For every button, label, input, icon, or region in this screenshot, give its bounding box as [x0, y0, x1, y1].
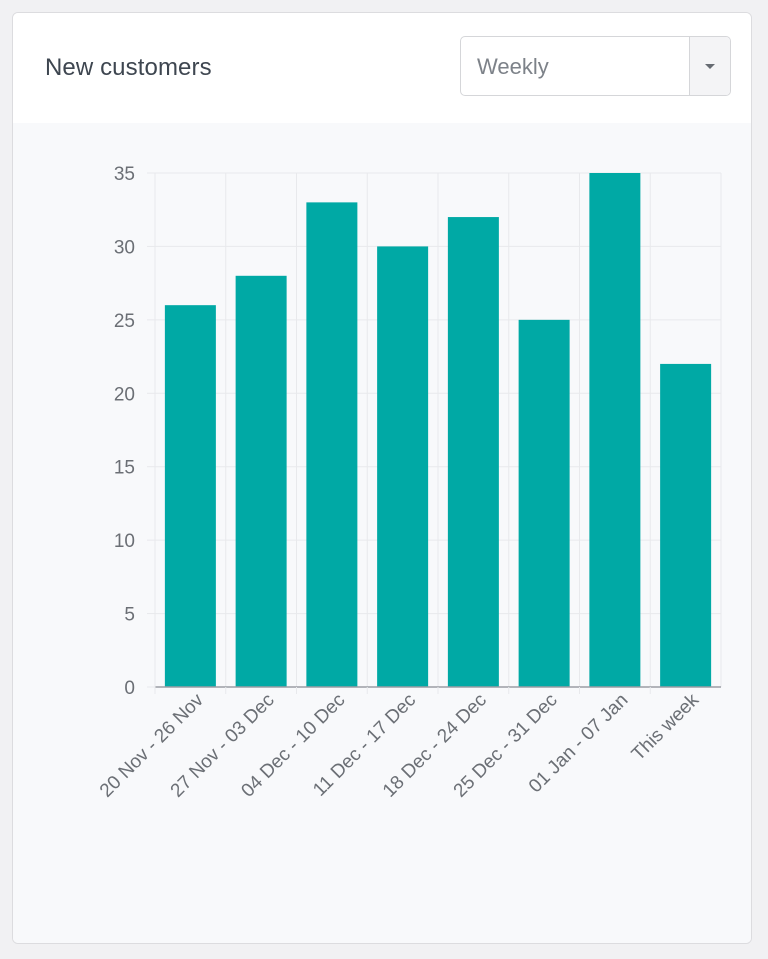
y-tick-label: 35 [114, 164, 135, 185]
y-tick-label: 15 [114, 458, 135, 479]
new-customers-card: New customers Weekly 0 5 10 15 20 25 30 35 20 No… [12, 12, 752, 944]
bar [518, 319, 570, 687]
period-select[interactable]: Weekly [460, 36, 731, 96]
bar [306, 202, 358, 687]
y-tick-label: 25 [114, 311, 135, 332]
y-tick-label: 0 [124, 678, 135, 699]
bar [377, 246, 429, 687]
bar [589, 173, 641, 687]
x-tick-label: This week [628, 689, 704, 765]
y-tick-label: 5 [124, 605, 135, 626]
chart-area: 0 5 10 15 20 25 30 35 20 Nov - 26 Nov 27 Nov - 03… [13, 123, 751, 943]
period-select-toggle[interactable] [689, 37, 730, 95]
bar [660, 363, 712, 687]
bar [164, 305, 216, 687]
bar [447, 217, 499, 688]
y-tick-label: 30 [114, 237, 135, 258]
card-title: New customers [45, 54, 212, 81]
card-header: New customers Weekly [13, 13, 751, 124]
period-select-value: Weekly [477, 54, 549, 79]
y-tick-label: 10 [114, 531, 135, 552]
chevron-down-icon [705, 64, 715, 69]
bar [235, 275, 287, 687]
y-tick-label: 20 [114, 384, 135, 405]
